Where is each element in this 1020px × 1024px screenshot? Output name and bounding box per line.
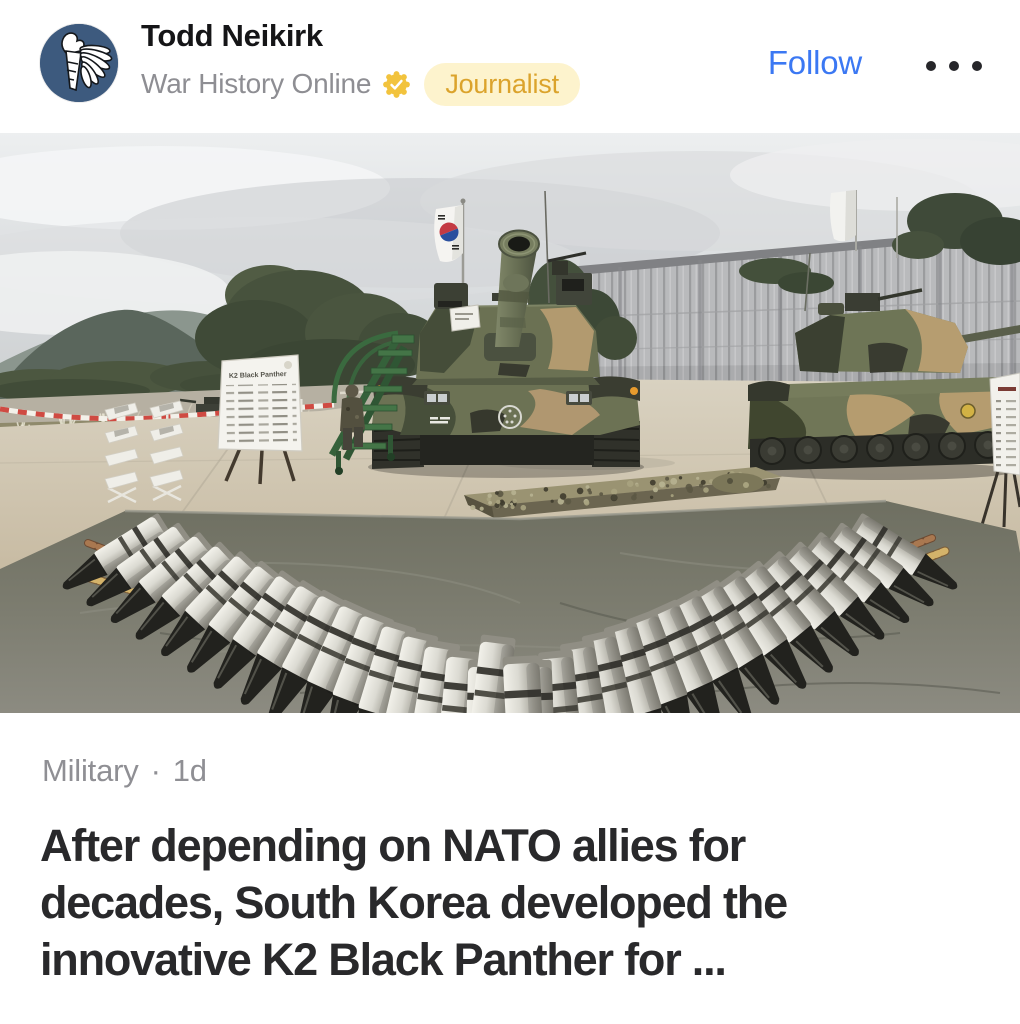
ellipsis-dot-icon [949, 60, 959, 71]
brochure-rack [104, 402, 139, 504]
article-photo[interactable]: K2 Black Panther [0, 133, 1020, 713]
post-header: Todd Neikirk War History Online Journali… [0, 0, 1020, 133]
headline-line: After depending on NATO allies for [40, 820, 746, 871]
turret-placard [449, 304, 481, 332]
camo-cushion [464, 467, 782, 518]
headlights [424, 391, 592, 405]
hull-stencil [430, 417, 450, 424]
white-flag [830, 190, 898, 258]
follow-button[interactable]: Follow [767, 43, 862, 81]
ellipsis-dot-icon [926, 60, 936, 71]
author-name[interactable]: Todd Neikirk [141, 18, 323, 53]
article-headline[interactable]: After depending on NATO allies for decad… [40, 817, 1000, 988]
soldier [340, 384, 365, 450]
publisher-info: Todd Neikirk War History Online Journali… [141, 19, 768, 106]
article-meta: Military · 1d [42, 753, 207, 789]
headline-line: decades, South Korea developed the [40, 877, 788, 928]
right-tank [748, 252, 1020, 480]
info-sign: K2 Black Panther [217, 354, 303, 485]
brochure-racks [104, 400, 184, 504]
meta-separator: · [150, 753, 161, 788]
svg-text:K2 Black Panther: K2 Black Panther [229, 371, 287, 380]
main-tank [368, 190, 644, 478]
publisher-avatar[interactable] [40, 23, 118, 102]
timestamp: 1d [172, 753, 207, 788]
verified-badge-icon [383, 70, 411, 98]
more-options-button[interactable] [926, 60, 982, 71]
ellipsis-dot-icon [972, 60, 982, 71]
category-label: Military [42, 753, 139, 788]
right-info-sign [980, 372, 1020, 528]
brochure-rack [149, 400, 184, 502]
ammo-shells [62, 513, 958, 713]
journalist-badge: Journalist [424, 62, 580, 106]
publisher-subrow: War History Online Journalist [141, 62, 768, 106]
headline-line: innovative K2 Black Panther for ... [40, 934, 727, 985]
publication-name: War History Online [141, 68, 372, 99]
publisher-logo-icon [40, 23, 118, 102]
